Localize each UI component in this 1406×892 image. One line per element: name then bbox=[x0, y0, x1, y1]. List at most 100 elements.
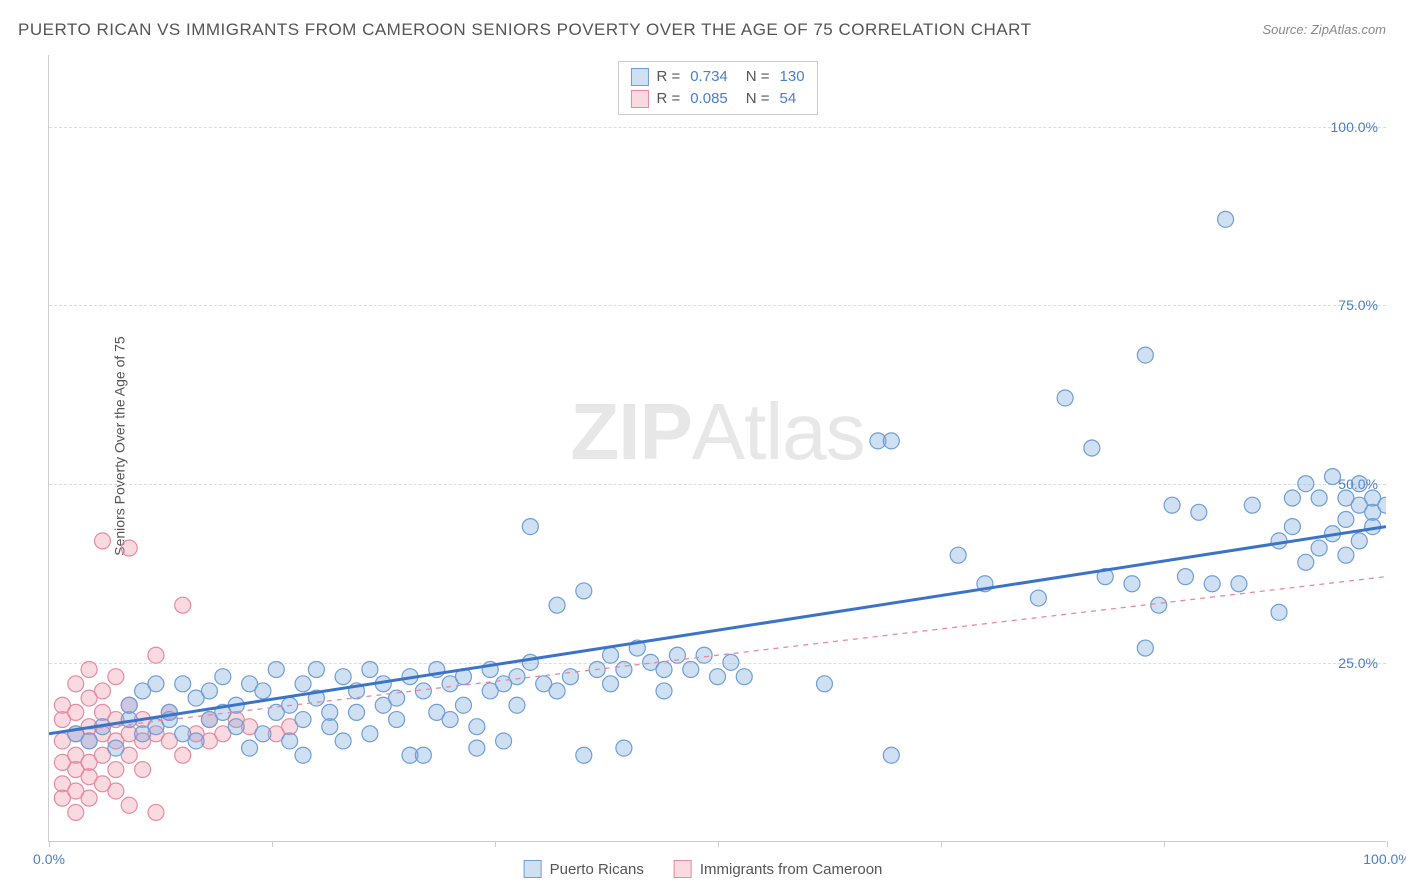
data-point bbox=[616, 662, 632, 678]
data-point bbox=[68, 704, 84, 720]
legend-series: Puerto RicansImmigrants from Cameroon bbox=[524, 860, 883, 878]
legend-swatch bbox=[524, 860, 542, 878]
legend-swatch bbox=[630, 68, 648, 86]
data-point bbox=[295, 676, 311, 692]
data-point bbox=[415, 747, 431, 763]
legend-swatch bbox=[630, 90, 648, 108]
data-point bbox=[322, 704, 338, 720]
x-tick bbox=[272, 841, 273, 847]
data-point bbox=[1325, 469, 1341, 485]
n-value: 54 bbox=[780, 88, 797, 110]
regression-line bbox=[49, 527, 1386, 734]
data-point bbox=[549, 683, 565, 699]
legend-stat-row: R =0.085N = 54 bbox=[630, 88, 804, 110]
data-point bbox=[295, 747, 311, 763]
data-point bbox=[1271, 604, 1287, 620]
data-point bbox=[255, 726, 271, 742]
data-point bbox=[228, 719, 244, 735]
data-point bbox=[322, 719, 338, 735]
data-point bbox=[723, 654, 739, 670]
data-point bbox=[108, 783, 124, 799]
data-point bbox=[496, 733, 512, 749]
chart-container: PUERTO RICAN VS IMMIGRANTS FROM CAMEROON… bbox=[0, 0, 1406, 892]
data-point bbox=[68, 804, 84, 820]
data-point bbox=[201, 683, 217, 699]
data-point bbox=[108, 740, 124, 756]
data-point bbox=[603, 676, 619, 692]
data-point bbox=[509, 697, 525, 713]
data-point bbox=[135, 762, 151, 778]
data-point bbox=[562, 669, 578, 685]
data-point bbox=[883, 433, 899, 449]
data-point bbox=[389, 712, 405, 728]
data-point bbox=[1298, 476, 1314, 492]
data-point bbox=[509, 669, 525, 685]
data-point bbox=[1151, 597, 1167, 613]
legend-swatch bbox=[674, 860, 692, 878]
data-point bbox=[108, 669, 124, 685]
data-point bbox=[576, 747, 592, 763]
data-point bbox=[148, 676, 164, 692]
data-point bbox=[94, 533, 110, 549]
data-point bbox=[696, 647, 712, 663]
data-point bbox=[175, 747, 191, 763]
data-point bbox=[295, 712, 311, 728]
x-tick bbox=[495, 841, 496, 847]
r-value: 0.085 bbox=[690, 88, 728, 110]
data-point bbox=[469, 740, 485, 756]
data-point bbox=[282, 733, 298, 749]
plot-svg bbox=[49, 55, 1386, 841]
data-point bbox=[950, 547, 966, 563]
data-point bbox=[1137, 640, 1153, 656]
data-point bbox=[1030, 590, 1046, 606]
data-point bbox=[1244, 497, 1260, 513]
x-tick bbox=[49, 841, 50, 847]
x-tick bbox=[941, 841, 942, 847]
data-point bbox=[1191, 504, 1207, 520]
data-point bbox=[455, 697, 471, 713]
x-tick bbox=[1387, 841, 1388, 847]
n-label: N = bbox=[746, 66, 770, 88]
data-point bbox=[188, 733, 204, 749]
data-point bbox=[161, 704, 177, 720]
data-point bbox=[1338, 511, 1354, 527]
legend-series-item: Immigrants from Cameroon bbox=[674, 860, 883, 878]
data-point bbox=[603, 647, 619, 663]
legend-series-label: Immigrants from Cameroon bbox=[700, 861, 883, 878]
data-point bbox=[215, 669, 231, 685]
data-point bbox=[522, 654, 538, 670]
plot-area: ZIPAtlas R =0.734N =130R =0.085N = 54 25… bbox=[48, 55, 1386, 842]
data-point bbox=[710, 669, 726, 685]
x-tick-label: 100.0% bbox=[1363, 851, 1406, 867]
n-label: N = bbox=[746, 88, 770, 110]
legend-stats: R =0.734N =130R =0.085N = 54 bbox=[617, 61, 817, 115]
data-point bbox=[81, 733, 97, 749]
data-point bbox=[335, 669, 351, 685]
n-value: 130 bbox=[780, 66, 805, 88]
data-point bbox=[121, 540, 137, 556]
data-point bbox=[1351, 533, 1367, 549]
data-point bbox=[669, 647, 685, 663]
data-point bbox=[469, 719, 485, 735]
data-point bbox=[335, 733, 351, 749]
data-point bbox=[1338, 547, 1354, 563]
data-point bbox=[175, 597, 191, 613]
data-point bbox=[1218, 211, 1234, 227]
data-point bbox=[1137, 347, 1153, 363]
data-point bbox=[683, 662, 699, 678]
data-point bbox=[148, 647, 164, 663]
data-point bbox=[81, 790, 97, 806]
data-point bbox=[442, 712, 458, 728]
source-label: Source: ZipAtlas.com bbox=[1262, 22, 1386, 37]
data-point bbox=[242, 740, 258, 756]
x-tick bbox=[718, 841, 719, 847]
data-point bbox=[308, 662, 324, 678]
data-point bbox=[94, 683, 110, 699]
data-point bbox=[148, 804, 164, 820]
data-point bbox=[121, 797, 137, 813]
data-point bbox=[1204, 576, 1220, 592]
data-point bbox=[1311, 490, 1327, 506]
data-point bbox=[68, 676, 84, 692]
data-point bbox=[81, 662, 97, 678]
data-point bbox=[522, 519, 538, 535]
